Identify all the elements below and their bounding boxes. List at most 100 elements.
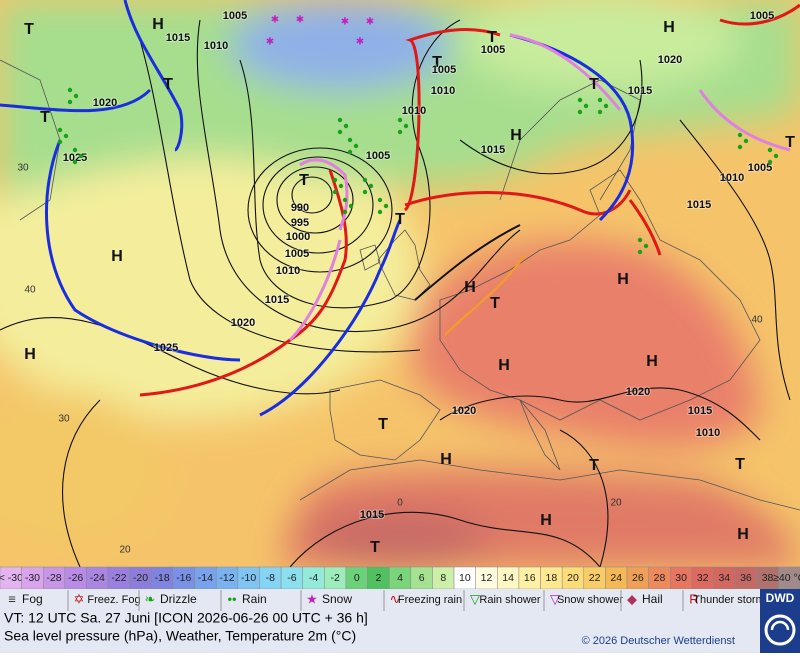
- isobar: [0, 317, 341, 395]
- pressure-center: T: [370, 539, 380, 556]
- legend-icon: ◆: [627, 591, 637, 606]
- isobar: [291, 176, 333, 214]
- rain-symbol: [577, 97, 583, 103]
- isobar: [262, 156, 374, 254]
- legend-icon: ≡: [8, 591, 16, 606]
- rain-symbol: [597, 97, 603, 103]
- rain-symbol: [67, 99, 73, 105]
- rain-symbol: [643, 243, 649, 249]
- temperature-blobs: [0, 0, 800, 570]
- footer: VT: 12 UTC Sa. 27 Juni [ICON 2026-06-26 …: [0, 589, 800, 653]
- rain-symbol: [63, 133, 69, 139]
- warm-front: [404, 189, 632, 216]
- isobar-label: 990: [291, 202, 309, 214]
- rain-symbol: [347, 149, 353, 155]
- legend-icon: ▽: [470, 591, 480, 606]
- scale-label: 32: [697, 572, 709, 584]
- rain-symbol: [737, 144, 743, 150]
- pressure-center: T: [432, 54, 442, 71]
- occlusion: [509, 33, 622, 111]
- isobar: [247, 147, 393, 273]
- cold-front: [509, 33, 635, 222]
- temperature-scale: < -30 -30 -28 -26 -24 -22 -20 -18 -16 -14 -12 -10 -8…: [0, 566, 800, 590]
- pressure-center: H: [510, 127, 522, 144]
- isobar-label: 1010: [696, 427, 720, 439]
- legend-icon: ∿: [390, 591, 401, 606]
- scale-label: 20: [567, 572, 579, 584]
- cold-front: [123, 0, 184, 152]
- rain-symbol: [332, 189, 338, 195]
- scale-label: 4: [397, 572, 403, 584]
- isobar-label: 1025: [154, 342, 178, 354]
- pressure-center: T: [785, 134, 795, 151]
- snow-symbol: ✱: [266, 37, 274, 48]
- rain-symbol: [343, 123, 349, 129]
- occlusion: [698, 89, 791, 152]
- isobar-label: 1005: [481, 44, 505, 56]
- legend-label: Thunder storm: [693, 594, 765, 606]
- pressure-center: T: [40, 109, 50, 126]
- rain-symbol: [347, 137, 353, 143]
- scale-label: -6: [287, 572, 296, 584]
- cold-pool: [230, 0, 450, 90]
- rain-symbol: [78, 153, 84, 159]
- pressure-center: T: [589, 76, 599, 93]
- rain-symbol: [637, 249, 643, 255]
- rain-symbol: [338, 183, 344, 189]
- legend-label: Fog: [22, 592, 43, 606]
- scale-label: 26: [632, 572, 644, 584]
- isobar: [289, 511, 601, 568]
- scale-label: -8: [266, 572, 275, 584]
- pressure-center: T: [24, 21, 34, 38]
- scale-label: 28: [654, 572, 666, 584]
- isobar: [459, 59, 643, 175]
- legend-label: Drizzle: [160, 592, 197, 606]
- logo-mark: [764, 614, 796, 646]
- scale-label: 16: [524, 572, 536, 584]
- rain-symbol: [597, 109, 603, 115]
- rain-symbol: [743, 138, 749, 144]
- rain-symbol: [332, 177, 338, 183]
- warm-front: [628, 199, 662, 256]
- isobar-label: 1015: [481, 144, 505, 156]
- isobar-label: 1020: [231, 317, 255, 329]
- coast-scandinavia: [499, 79, 641, 201]
- rain-symbol: [767, 159, 773, 165]
- pressure-center: H: [498, 357, 510, 374]
- legend-icon: ★: [306, 591, 318, 606]
- warm-west: [0, 120, 420, 420]
- rain-symbol: [337, 129, 343, 135]
- rain-symbol: [73, 93, 79, 99]
- scale-label: -12: [219, 572, 234, 584]
- pressure-center: T: [378, 416, 388, 433]
- isobar-label: 1000: [286, 231, 310, 243]
- rain-symbol: [67, 87, 73, 93]
- snow-symbol: ✱: [356, 37, 364, 48]
- isobar-label: 1005: [366, 150, 390, 162]
- pressure-center: T: [487, 29, 497, 46]
- isobar-label: 1015: [628, 85, 652, 97]
- hot-core: [310, 510, 490, 570]
- warm-south-west: [0, 390, 170, 550]
- warm-front: [403, 28, 501, 212]
- pressure-center: H: [464, 279, 476, 296]
- pressure-center: H: [646, 353, 658, 370]
- scale-label: 24: [610, 572, 622, 584]
- valid-time: VT: 12 UTC Sa. 27 Juni [ICON 2026-06-26 …: [4, 610, 368, 626]
- trough: [444, 254, 526, 336]
- coast-italy: [519, 399, 561, 471]
- scale-label: -10: [241, 572, 256, 584]
- scale-label: 2: [375, 572, 381, 584]
- rain-symbol: [57, 127, 63, 133]
- rain-symbol: [337, 117, 343, 123]
- coast-ireland: [359, 244, 381, 271]
- isobar-label: 1005: [432, 64, 456, 76]
- isobar-label: 1015: [166, 32, 190, 44]
- pressure-center: H: [540, 512, 552, 529]
- rain-symbol: [353, 143, 359, 149]
- rain-symbol: [368, 183, 374, 189]
- cool-north-east: [460, 0, 740, 90]
- snow-symbol: ✱: [296, 15, 304, 26]
- rain-symbol: [377, 209, 383, 215]
